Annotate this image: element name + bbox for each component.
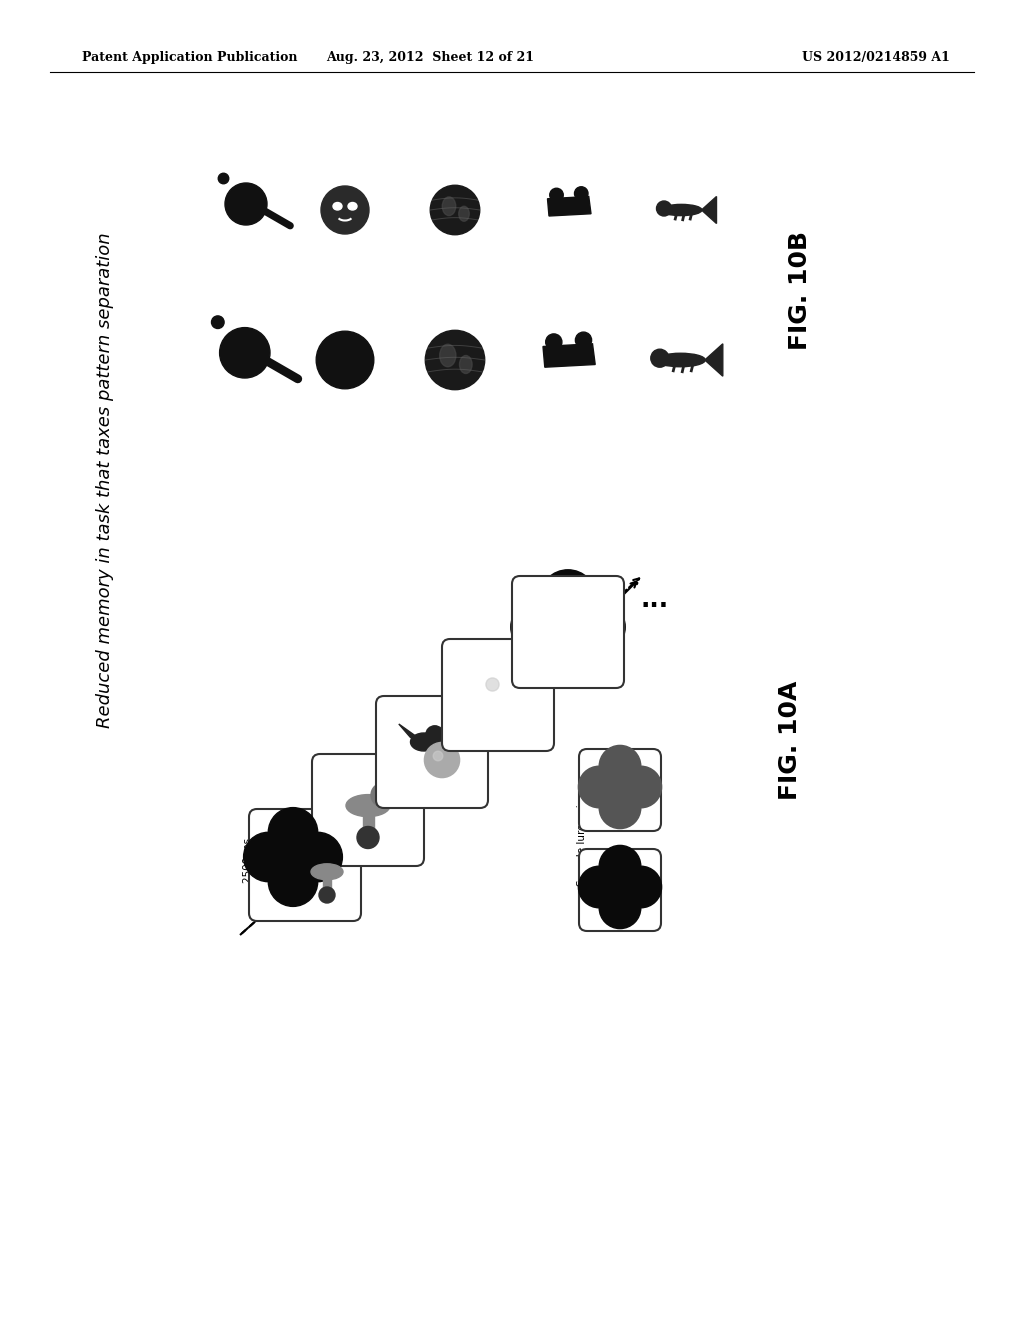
- Circle shape: [293, 833, 342, 882]
- Ellipse shape: [442, 197, 456, 215]
- Text: Reduced memory in task that taxes pattern separation: Reduced memory in task that taxes patter…: [96, 232, 114, 727]
- Ellipse shape: [333, 202, 342, 210]
- FancyBboxPatch shape: [312, 754, 424, 866]
- Circle shape: [430, 185, 480, 235]
- Polygon shape: [398, 723, 424, 742]
- Polygon shape: [705, 343, 723, 376]
- Ellipse shape: [346, 795, 390, 817]
- Circle shape: [599, 845, 641, 887]
- Text: 500 ms: 500 ms: [310, 791, 319, 829]
- Text: 2500 ms: 2500 ms: [243, 837, 253, 883]
- Circle shape: [371, 783, 395, 807]
- Circle shape: [275, 840, 310, 874]
- Circle shape: [599, 887, 641, 928]
- Circle shape: [548, 607, 588, 647]
- Circle shape: [540, 570, 597, 627]
- Circle shape: [575, 333, 592, 348]
- Polygon shape: [548, 197, 591, 216]
- Circle shape: [486, 678, 499, 692]
- Circle shape: [574, 186, 588, 201]
- Circle shape: [620, 866, 662, 908]
- Circle shape: [268, 808, 317, 857]
- Circle shape: [424, 742, 460, 777]
- Circle shape: [426, 726, 443, 743]
- Circle shape: [219, 327, 270, 378]
- Bar: [323, 875, 331, 895]
- Circle shape: [651, 350, 669, 367]
- Circle shape: [540, 627, 597, 684]
- Circle shape: [321, 186, 369, 234]
- Circle shape: [474, 665, 522, 714]
- Circle shape: [244, 833, 293, 882]
- Ellipse shape: [411, 733, 437, 751]
- Ellipse shape: [348, 202, 357, 210]
- Circle shape: [656, 201, 672, 216]
- Ellipse shape: [311, 863, 343, 880]
- Ellipse shape: [655, 354, 706, 367]
- Ellipse shape: [439, 345, 456, 367]
- Polygon shape: [701, 197, 717, 223]
- Text: ISI: ISI: [310, 824, 319, 837]
- Circle shape: [579, 866, 620, 908]
- Text: Patent Application Publication: Patent Application Publication: [82, 51, 298, 65]
- FancyBboxPatch shape: [249, 809, 361, 921]
- Text: Aug. 23, 2012  Sheet 12 of 21: Aug. 23, 2012 Sheet 12 of 21: [326, 51, 534, 65]
- FancyBboxPatch shape: [579, 849, 662, 931]
- FancyBboxPatch shape: [376, 696, 488, 808]
- Circle shape: [605, 873, 635, 902]
- Bar: [362, 810, 374, 837]
- Circle shape: [599, 787, 641, 829]
- Circle shape: [511, 598, 568, 656]
- Ellipse shape: [460, 355, 472, 374]
- Text: FIG. 10B: FIG. 10B: [788, 231, 812, 350]
- Ellipse shape: [660, 205, 701, 215]
- FancyBboxPatch shape: [579, 748, 662, 832]
- Circle shape: [218, 173, 228, 183]
- Circle shape: [546, 334, 562, 350]
- FancyBboxPatch shape: [512, 576, 624, 688]
- Circle shape: [433, 751, 442, 760]
- Circle shape: [357, 826, 379, 849]
- Circle shape: [316, 331, 374, 389]
- Circle shape: [605, 772, 635, 801]
- Polygon shape: [543, 343, 595, 367]
- Circle shape: [599, 746, 641, 787]
- Ellipse shape: [459, 206, 469, 222]
- Circle shape: [212, 315, 224, 329]
- Circle shape: [579, 766, 620, 808]
- Circle shape: [425, 330, 484, 389]
- Text: Sample lure pairs: Sample lure pairs: [577, 795, 587, 886]
- Circle shape: [620, 766, 662, 808]
- Circle shape: [568, 598, 626, 656]
- Circle shape: [550, 189, 563, 202]
- Circle shape: [319, 887, 335, 903]
- Text: ...: ...: [641, 587, 669, 612]
- FancyBboxPatch shape: [442, 639, 554, 751]
- Circle shape: [475, 705, 490, 721]
- Circle shape: [225, 183, 267, 224]
- Text: FIG. 10A: FIG. 10A: [778, 680, 802, 800]
- Text: US 2012/0214859 A1: US 2012/0214859 A1: [802, 51, 950, 65]
- Circle shape: [268, 857, 317, 907]
